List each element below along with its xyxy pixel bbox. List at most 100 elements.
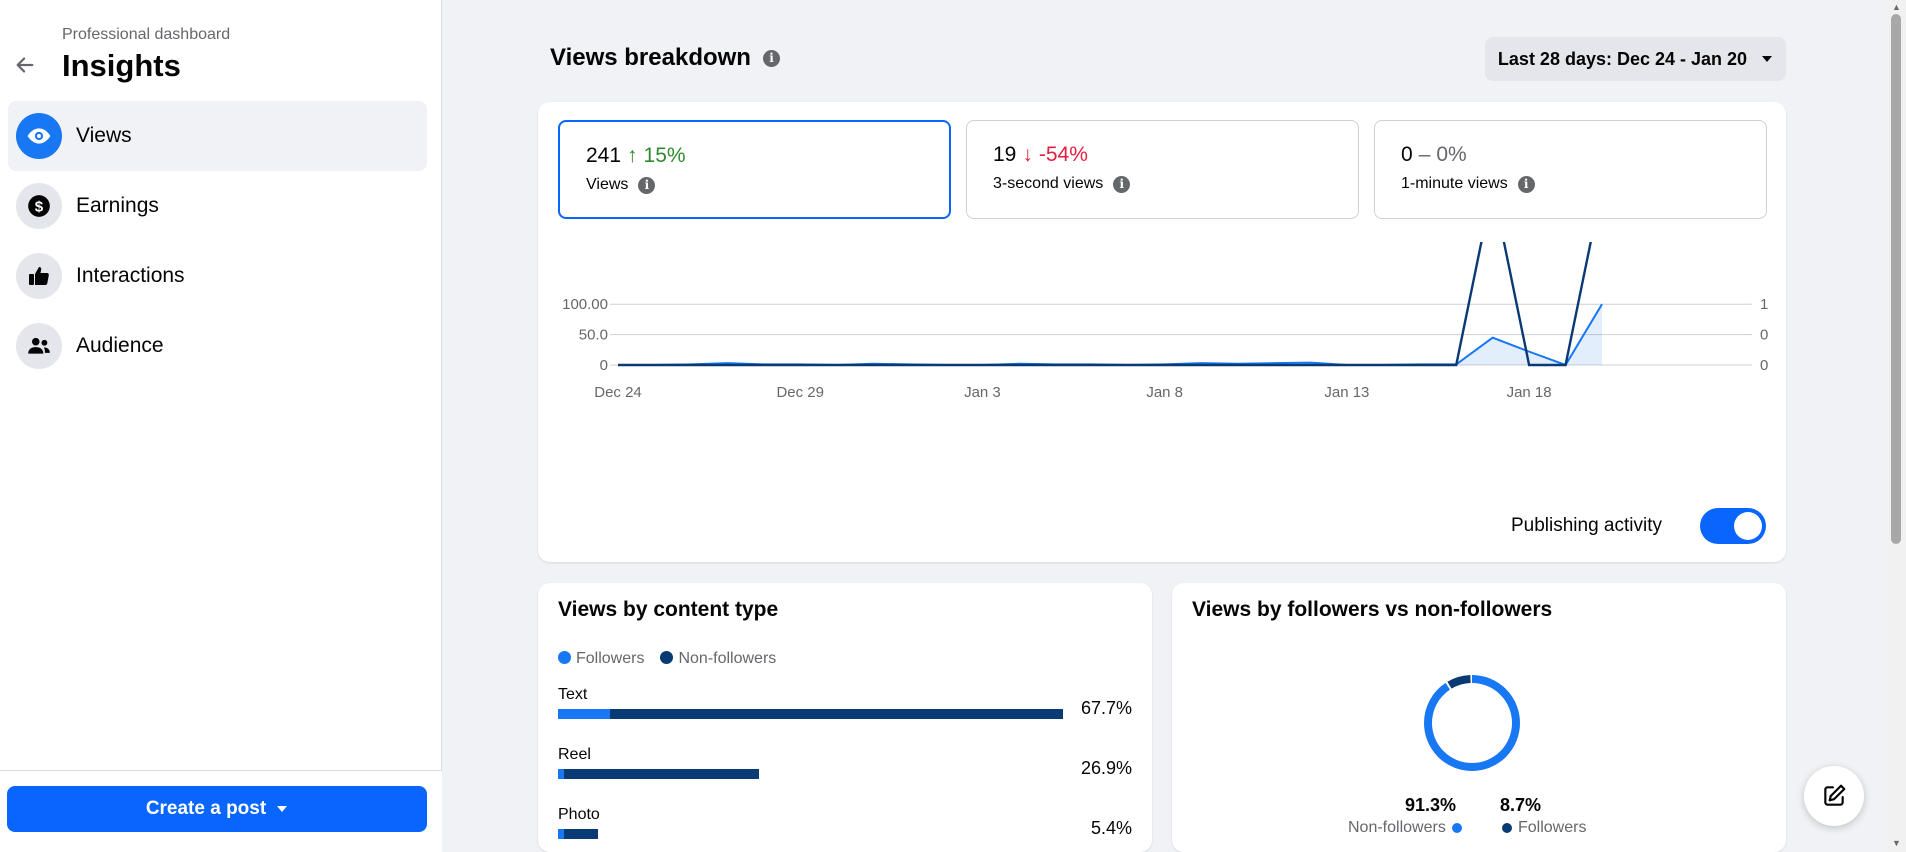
compose-icon <box>1824 784 1846 806</box>
x-tick-label: Dec 24 <box>594 384 642 401</box>
sidebar: Professional dashboard Insights Views $ … <box>0 0 442 852</box>
sidebar-subtitle: Professional dashboard <box>62 26 231 43</box>
sidebar-item-label: Views <box>76 124 132 147</box>
y-right-tick-label: 0 <box>1760 327 1768 344</box>
views-line-chart: 0 0 50.0 0 100.00 1 Dec 24 Dec 29 Jan 3 Jan 8 Jan … <box>562 242 1768 401</box>
scrollbar-thumb[interactable] <box>1891 14 1901 544</box>
people-icon <box>16 323 62 369</box>
legend-dot <box>558 651 571 664</box>
thumbs-up-icon <box>16 253 62 299</box>
content-type-label: Reel <box>558 746 591 763</box>
info-icon[interactable]: i <box>762 49 780 67</box>
sidebar-item-earnings[interactable]: $ Earnings <box>8 171 427 241</box>
metric-value-row: 0 – 0% <box>1401 143 1467 167</box>
svg-text:$: $ <box>35 198 44 215</box>
legend-label: Followers <box>1518 819 1587 836</box>
metric-value-row: 19 ↓ -54% <box>993 143 1088 167</box>
card-title: Views by content type <box>558 598 779 621</box>
sidebar-item-label: Earnings <box>76 194 159 217</box>
metric-change: 15% <box>643 144 686 167</box>
y-right-tick-label: 0 <box>1760 357 1768 374</box>
y-tick-label: 50.0 <box>579 327 608 344</box>
dash-icon: – <box>1418 143 1431 166</box>
publishing-activity-row: Publishing activity <box>1511 508 1766 544</box>
non-followers-segment <box>563 829 599 839</box>
content-type-percent: 67.7% <box>1080 698 1132 718</box>
compose-button[interactable] <box>1804 766 1864 826</box>
metric-label: Views <box>586 176 629 193</box>
views-breakdown-card: 241 ↑ 15% Views i 19 ↓ -54% 3-second vie… <box>538 102 1786 562</box>
info-icon[interactable]: i <box>1517 175 1535 193</box>
non-followers-segment <box>563 769 759 779</box>
views-by-followers-card: Views by followers vs non-followers 91.3… <box>1172 583 1786 852</box>
legend-item-non-followers: Non-followers <box>660 650 776 668</box>
x-tick-label: Jan 8 <box>1146 384 1183 401</box>
non-followers-percent: 91.3% <box>1405 795 1457 815</box>
x-tick-label: Dec 29 <box>776 384 824 401</box>
back-button[interactable] <box>10 50 40 80</box>
metric-card-views[interactable]: 241 ↑ 15% Views i <box>558 120 951 219</box>
sidebar-item-interactions[interactable]: Interactions <box>8 241 427 311</box>
y-tick-label: 0 <box>600 357 608 374</box>
card-title: Views by followers vs non-followers <box>1192 598 1553 621</box>
metric-value: 241 <box>586 144 622 167</box>
legend-item-followers: Followers <box>558 650 644 668</box>
followers-segment <box>558 709 611 719</box>
views-by-content-type-card: Views by content type Followers Non-foll… <box>538 583 1152 852</box>
metric-card-1-minute-views[interactable]: 0 – 0% 1-minute views i <box>1374 120 1767 219</box>
create-post-button[interactable]: Create a post <box>7 786 427 832</box>
followers-percent: 8.7% <box>1500 795 1542 815</box>
sidebar-footer: Create a post <box>0 770 442 852</box>
arrow-up-icon: ↑ <box>627 144 638 167</box>
content-type-row: Reel 26.9% <box>558 746 1132 779</box>
content-type-percent: 26.9% <box>1080 758 1132 778</box>
date-range-label: Last 28 days: Dec 24 - Jan 20 <box>1497 48 1748 69</box>
content-type-bar <box>558 709 1063 719</box>
legend-label: Non-followers <box>1348 819 1446 836</box>
metric-label-row: 3-second views i <box>993 175 1131 193</box>
chart-legend: Followers Non-followers <box>558 650 776 668</box>
metric-card-3-second-views[interactable]: 19 ↓ -54% 3-second views i <box>966 120 1359 219</box>
sidebar-item-label: Audience <box>76 334 164 357</box>
metric-label: 3-second views <box>993 175 1104 192</box>
metric-label-row: Views i <box>586 176 656 194</box>
followers-legend: Followers <box>1502 819 1586 837</box>
page-scrollbar[interactable]: ▲ ▼ <box>1886 0 1906 852</box>
info-icon[interactable]: i <box>638 176 656 194</box>
legend-dot <box>660 651 674 664</box>
non-followers-segment <box>610 709 1063 719</box>
legend-dot <box>1451 823 1462 833</box>
sidebar-item-audience[interactable]: Audience <box>8 311 427 381</box>
series-line-publishing <box>618 242 1592 367</box>
sidebar-item-views[interactable]: Views <box>8 101 427 171</box>
y-right-tick-label: 1 <box>1760 296 1768 313</box>
scroll-down-icon[interactable]: ▼ <box>1892 838 1901 848</box>
dollar-icon: $ <box>16 183 62 229</box>
legend-dot <box>1502 823 1512 833</box>
eye-icon <box>16 113 62 159</box>
info-icon[interactable]: i <box>1113 175 1131 193</box>
arrow-left-icon <box>16 57 34 73</box>
x-tick-label: Jan 13 <box>1324 384 1369 401</box>
page-title: Insights <box>62 48 181 83</box>
metric-value: 0 <box>1401 143 1413 166</box>
legend-label: Followers <box>576 650 645 667</box>
content-type-label: Photo <box>558 806 600 823</box>
metric-label: 1-minute views <box>1401 175 1508 192</box>
non-followers-legend: Non-followers <box>1348 819 1462 837</box>
metric-value: 19 <box>993 143 1017 166</box>
content-type-bar <box>558 769 759 779</box>
content-type-row: Photo 5.4% <box>558 806 1132 839</box>
series-area-views <box>618 304 1602 365</box>
content-type-row: Text 67.7% <box>558 686 1132 719</box>
x-tick-label: Jan 3 <box>964 384 1001 401</box>
scroll-up-icon[interactable]: ▲ <box>1892 2 1901 12</box>
sidebar-item-label: Interactions <box>76 264 185 287</box>
section-title: Views breakdown i <box>550 44 780 72</box>
y-tick-label: 100.00 <box>562 296 608 313</box>
publishing-activity-toggle[interactable] <box>1700 508 1766 544</box>
date-range-dropdown[interactable]: Last 28 days: Dec 24 - Jan 20 <box>1485 37 1786 81</box>
views-breakdown-title: Views breakdown <box>550 44 751 71</box>
publishing-activity-label: Publishing activity <box>1510 515 1662 536</box>
content-type-label: Text <box>558 686 588 703</box>
